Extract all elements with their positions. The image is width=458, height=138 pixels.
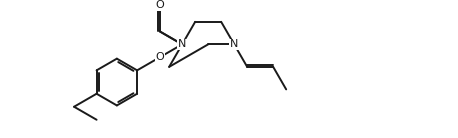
Text: O: O [155, 52, 164, 62]
Text: N: N [178, 39, 186, 49]
Text: N: N [230, 39, 238, 49]
Text: O: O [155, 0, 164, 10]
